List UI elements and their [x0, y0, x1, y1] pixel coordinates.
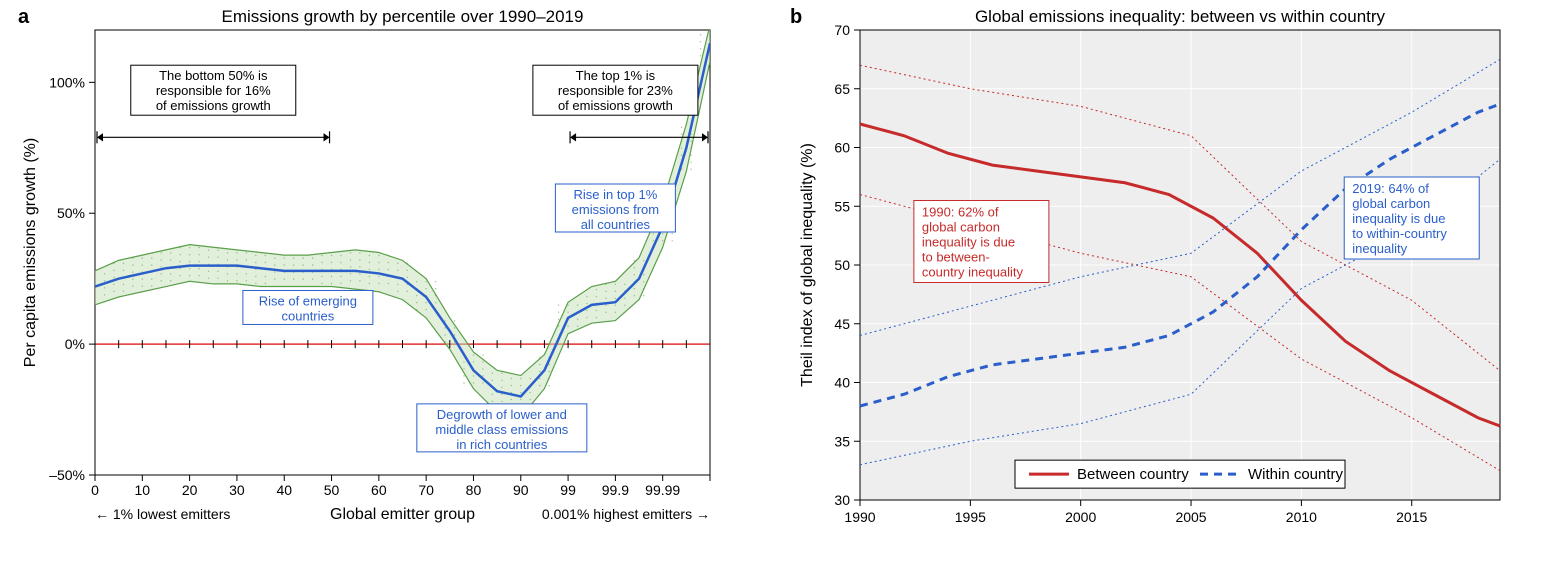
xtick-label: 10	[135, 482, 151, 498]
xtick-label: 99.9	[602, 482, 629, 498]
ytick-label: 50	[834, 257, 850, 273]
xlabel-left: ← 1% lowest emitters	[95, 506, 230, 522]
legend-within: Within country	[1248, 466, 1344, 483]
annot-rise-top1-text: Rise in top 1%emissions fromall countrie…	[572, 187, 659, 232]
chart-b-title: Global emissions inequality: between vs …	[975, 7, 1386, 26]
ytick-label: 70	[834, 22, 850, 38]
xtick-label: 70	[418, 482, 434, 498]
ytick-label: 45	[834, 316, 850, 332]
chart-a: Emissions growth by percentile over 1990…	[95, 30, 710, 550]
chart-a-xlabel: Global emitter group	[330, 506, 475, 523]
xtick-label: 0	[91, 482, 99, 498]
xtick-label: 1990	[844, 509, 875, 525]
xtick-label: 20	[182, 482, 198, 498]
panel-a-label: a	[18, 6, 29, 29]
chart-a-ylabel: Per capita emissions growth (%)	[22, 138, 39, 367]
legend-between: Between country	[1077, 466, 1189, 483]
ytick-label: 0%	[65, 336, 85, 352]
xtick-label: 90	[513, 482, 529, 498]
xlabel-right: 0.001% highest emitters →	[542, 506, 710, 522]
ytick-label: 55	[834, 198, 850, 214]
xtick-label: 80	[466, 482, 482, 498]
ytick-label: 35	[834, 433, 850, 449]
ytick-label: –50%	[49, 467, 85, 483]
xtick-label: 99.99	[645, 482, 680, 498]
xtick-label: 2000	[1065, 509, 1096, 525]
xtick-label: 2010	[1286, 509, 1317, 525]
chart-b-ylabel: Theil index of global inequality (%)	[799, 143, 816, 387]
ytick-label: 30	[834, 492, 850, 508]
ytick-label: 65	[834, 81, 850, 97]
ytick-label: 50%	[57, 205, 85, 221]
xtick-label: 1995	[955, 509, 986, 525]
xtick-label: 99	[560, 482, 576, 498]
xtick-label: 2005	[1175, 509, 1206, 525]
ytick-label: 40	[834, 375, 850, 391]
xtick-label: 60	[371, 482, 387, 498]
panel-b-label: b	[790, 6, 802, 29]
ytick-label: 100%	[49, 74, 85, 90]
chart-a-title: Emissions growth by percentile over 1990…	[222, 7, 584, 26]
xtick-label: 30	[229, 482, 245, 498]
xtick-label: 2015	[1396, 509, 1427, 525]
chart-b: Global emissions inequality: between vs …	[860, 30, 1500, 550]
xtick-label: 50	[324, 482, 340, 498]
ytick-label: 60	[834, 140, 850, 156]
annot-bottom50-text: The bottom 50% isresponsible for 16%of e…	[156, 68, 271, 113]
xtick-label: 40	[276, 482, 292, 498]
